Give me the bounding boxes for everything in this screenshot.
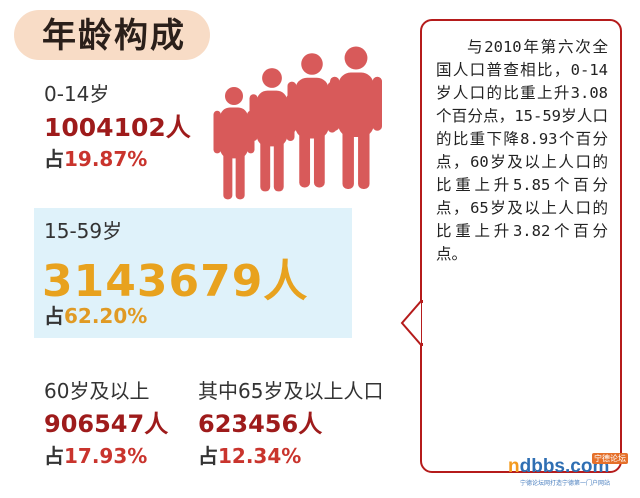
person-icon bbox=[330, 46, 382, 190]
age-15-59-label: 15-59岁 bbox=[44, 219, 123, 243]
logo-text: dbbs.com bbox=[519, 456, 610, 477]
age-15-59-count: 3143679人 bbox=[42, 256, 309, 307]
people-figures-icon bbox=[213, 46, 382, 200]
logo-badge: 宁德论坛 bbox=[592, 453, 628, 464]
age-60-plus-share: 占17.93% bbox=[44, 440, 147, 469]
age-60-plus-count: 906547人 bbox=[44, 410, 169, 438]
share-prefix: 占 bbox=[44, 147, 64, 171]
logo-letter: n bbox=[508, 456, 520, 477]
age-0-14-label: 0-14岁 bbox=[44, 82, 110, 106]
age-65-plus-label: 其中65岁及以上人口 bbox=[198, 379, 384, 403]
share-value: 62.20% bbox=[64, 304, 148, 328]
age-0-14-share: 占19.87% bbox=[44, 143, 147, 172]
logo-tagline: 宁德论坛网打造宁德第一门户网站 bbox=[520, 480, 611, 487]
share-value: 12.34% bbox=[218, 444, 302, 468]
highlight-panel bbox=[34, 208, 352, 338]
share-value: 19.87% bbox=[64, 147, 148, 171]
share-value: 17.93% bbox=[64, 444, 148, 468]
share-prefix: 占 bbox=[44, 304, 64, 328]
note-text: 与2010年第六次全国人口普查相比，0-14岁人口的比重上升3.08个百分点，1… bbox=[436, 38, 608, 263]
share-prefix: 占 bbox=[44, 444, 64, 468]
age-60-plus-label: 60岁及以上 bbox=[44, 379, 150, 403]
bubble-pointer bbox=[400, 300, 424, 346]
age-0-14-count: 1004102人 bbox=[44, 113, 191, 142]
age-65-plus-count: 623456人 bbox=[198, 410, 323, 438]
note-bubble bbox=[420, 19, 622, 473]
person-icon bbox=[287, 53, 337, 188]
person-icon bbox=[213, 86, 255, 200]
age-15-59-share: 占62.20% bbox=[44, 300, 147, 329]
title-highlight bbox=[14, 10, 210, 60]
age-65-plus-share: 占12.34% bbox=[198, 440, 301, 469]
site-logo: ndbbs.com bbox=[508, 456, 609, 478]
share-prefix: 占 bbox=[198, 444, 218, 468]
page-title: 年龄构成 bbox=[42, 16, 186, 56]
